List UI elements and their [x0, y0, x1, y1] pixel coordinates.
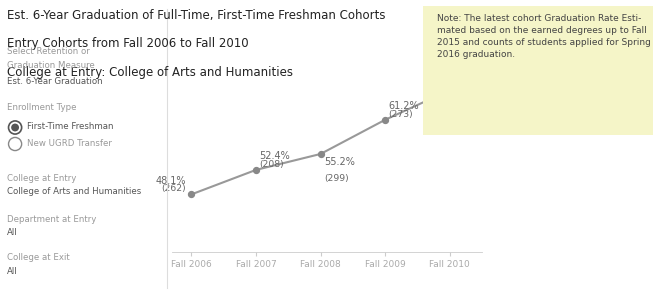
Point [380, 117, 390, 122]
Text: Select Retention or: Select Retention or [7, 46, 89, 56]
Text: College at Entry: College at Entry [7, 174, 76, 183]
Text: First-Time Freshman: First-Time Freshman [27, 122, 113, 131]
Text: 52.4%: 52.4% [259, 152, 290, 161]
Text: College of Arts and Humanities: College of Arts and Humanities [7, 188, 141, 196]
Text: College at Exit: College at Exit [7, 254, 70, 262]
Point [445, 88, 455, 92]
Text: 55.2%: 55.2% [324, 157, 355, 167]
Point [316, 152, 326, 156]
Point [251, 167, 261, 172]
Text: Enrollment Type: Enrollment Type [7, 103, 76, 112]
Text: (208): (208) [259, 160, 284, 169]
Text: New UGRD Transfer: New UGRD Transfer [27, 139, 112, 148]
Text: (258): (258) [453, 80, 478, 89]
Text: Graduation Measure: Graduation Measure [7, 61, 94, 70]
Text: 66.4%: 66.4% [453, 72, 483, 82]
Text: College at Entry: College of Arts and Humanities: College at Entry: College of Arts and Hu… [7, 66, 293, 79]
Text: (299): (299) [324, 174, 348, 183]
Text: Department at Entry: Department at Entry [7, 214, 96, 224]
Text: Note: The latest cohort Graduation Rate Esti-
mated based on the earned degrees : Note: The latest cohort Graduation Rate … [437, 14, 651, 59]
Text: Est. 6-Year Graduation of Full-Time, First-Time Freshman Cohorts: Est. 6-Year Graduation of Full-Time, Fir… [7, 9, 385, 22]
Text: Entry Cohorts from Fall 2006 to Fall 2010: Entry Cohorts from Fall 2006 to Fall 201… [7, 38, 248, 50]
Text: All: All [7, 228, 17, 237]
Text: (273): (273) [388, 110, 413, 118]
Point [186, 192, 197, 197]
Text: Est. 6-Year Graduation: Est. 6-Year Graduation [7, 76, 102, 85]
Text: All: All [7, 267, 17, 276]
Text: 61.2%: 61.2% [388, 101, 419, 111]
Text: 48.1%: 48.1% [155, 176, 186, 186]
Text: (262): (262) [161, 184, 186, 193]
